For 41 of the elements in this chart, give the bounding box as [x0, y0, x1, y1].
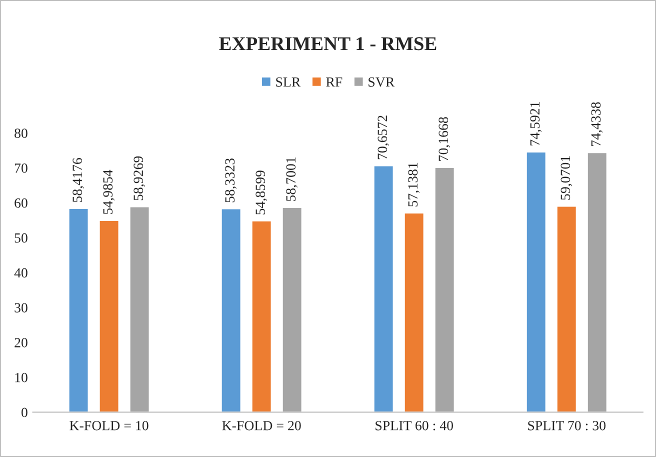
- data-label: 59,0701: [560, 156, 572, 200]
- x-tick-label: K-FOLD = 20: [222, 420, 301, 430]
- y-tick-label: 30: [14, 303, 28, 312]
- bar: [586, 152, 608, 412]
- data-label: 58,7001: [286, 157, 298, 201]
- y-tick-label: 10: [15, 372, 28, 382]
- x-tick-label: SPLIT 70 : 30: [528, 420, 606, 430]
- data-label: 58,9269: [134, 156, 146, 200]
- bar: [220, 208, 242, 412]
- data-label: 57,1381: [408, 162, 420, 206]
- y-tick-label: 20: [14, 338, 28, 348]
- data-label: 54,8599: [256, 170, 268, 214]
- x-tick-label: K-FOLD = 10: [70, 420, 148, 430]
- bar: [403, 212, 425, 412]
- data-label: 58,4176: [72, 158, 84, 202]
- y-tick-label: 0: [22, 408, 28, 418]
- bar: [98, 220, 120, 412]
- y-tick-label: 40: [14, 268, 28, 278]
- bar: [281, 206, 303, 412]
- bar: [372, 164, 394, 412]
- bar: [250, 220, 272, 412]
- data-label: 70,1668: [438, 117, 450, 161]
- bar: [556, 205, 578, 412]
- y-tick-label: 50: [14, 233, 28, 243]
- y-tick-label: 80: [14, 128, 28, 138]
- data-label: 74,5921: [530, 102, 542, 146]
- data-label: 70,6572: [378, 116, 390, 160]
- legend-label: SLR: [276, 77, 301, 87]
- data-label: 54,9854: [103, 170, 115, 214]
- legend-label: SVR: [368, 77, 395, 87]
- y-tick-label: 60: [14, 198, 28, 208]
- chart-title: EXPERIMENT 1 - RMSE: [219, 37, 436, 50]
- y-tick-label: 70: [14, 163, 28, 173]
- bar: [434, 166, 456, 412]
- x-tick-label: SPLIT 60 : 40: [376, 420, 453, 430]
- bar: [128, 206, 150, 412]
- data-label: 58,3323: [225, 158, 237, 202]
- data-label: 74,4338: [591, 102, 603, 146]
- bar: [526, 151, 547, 412]
- legend-label: RF: [326, 77, 342, 87]
- bar: [68, 208, 90, 412]
